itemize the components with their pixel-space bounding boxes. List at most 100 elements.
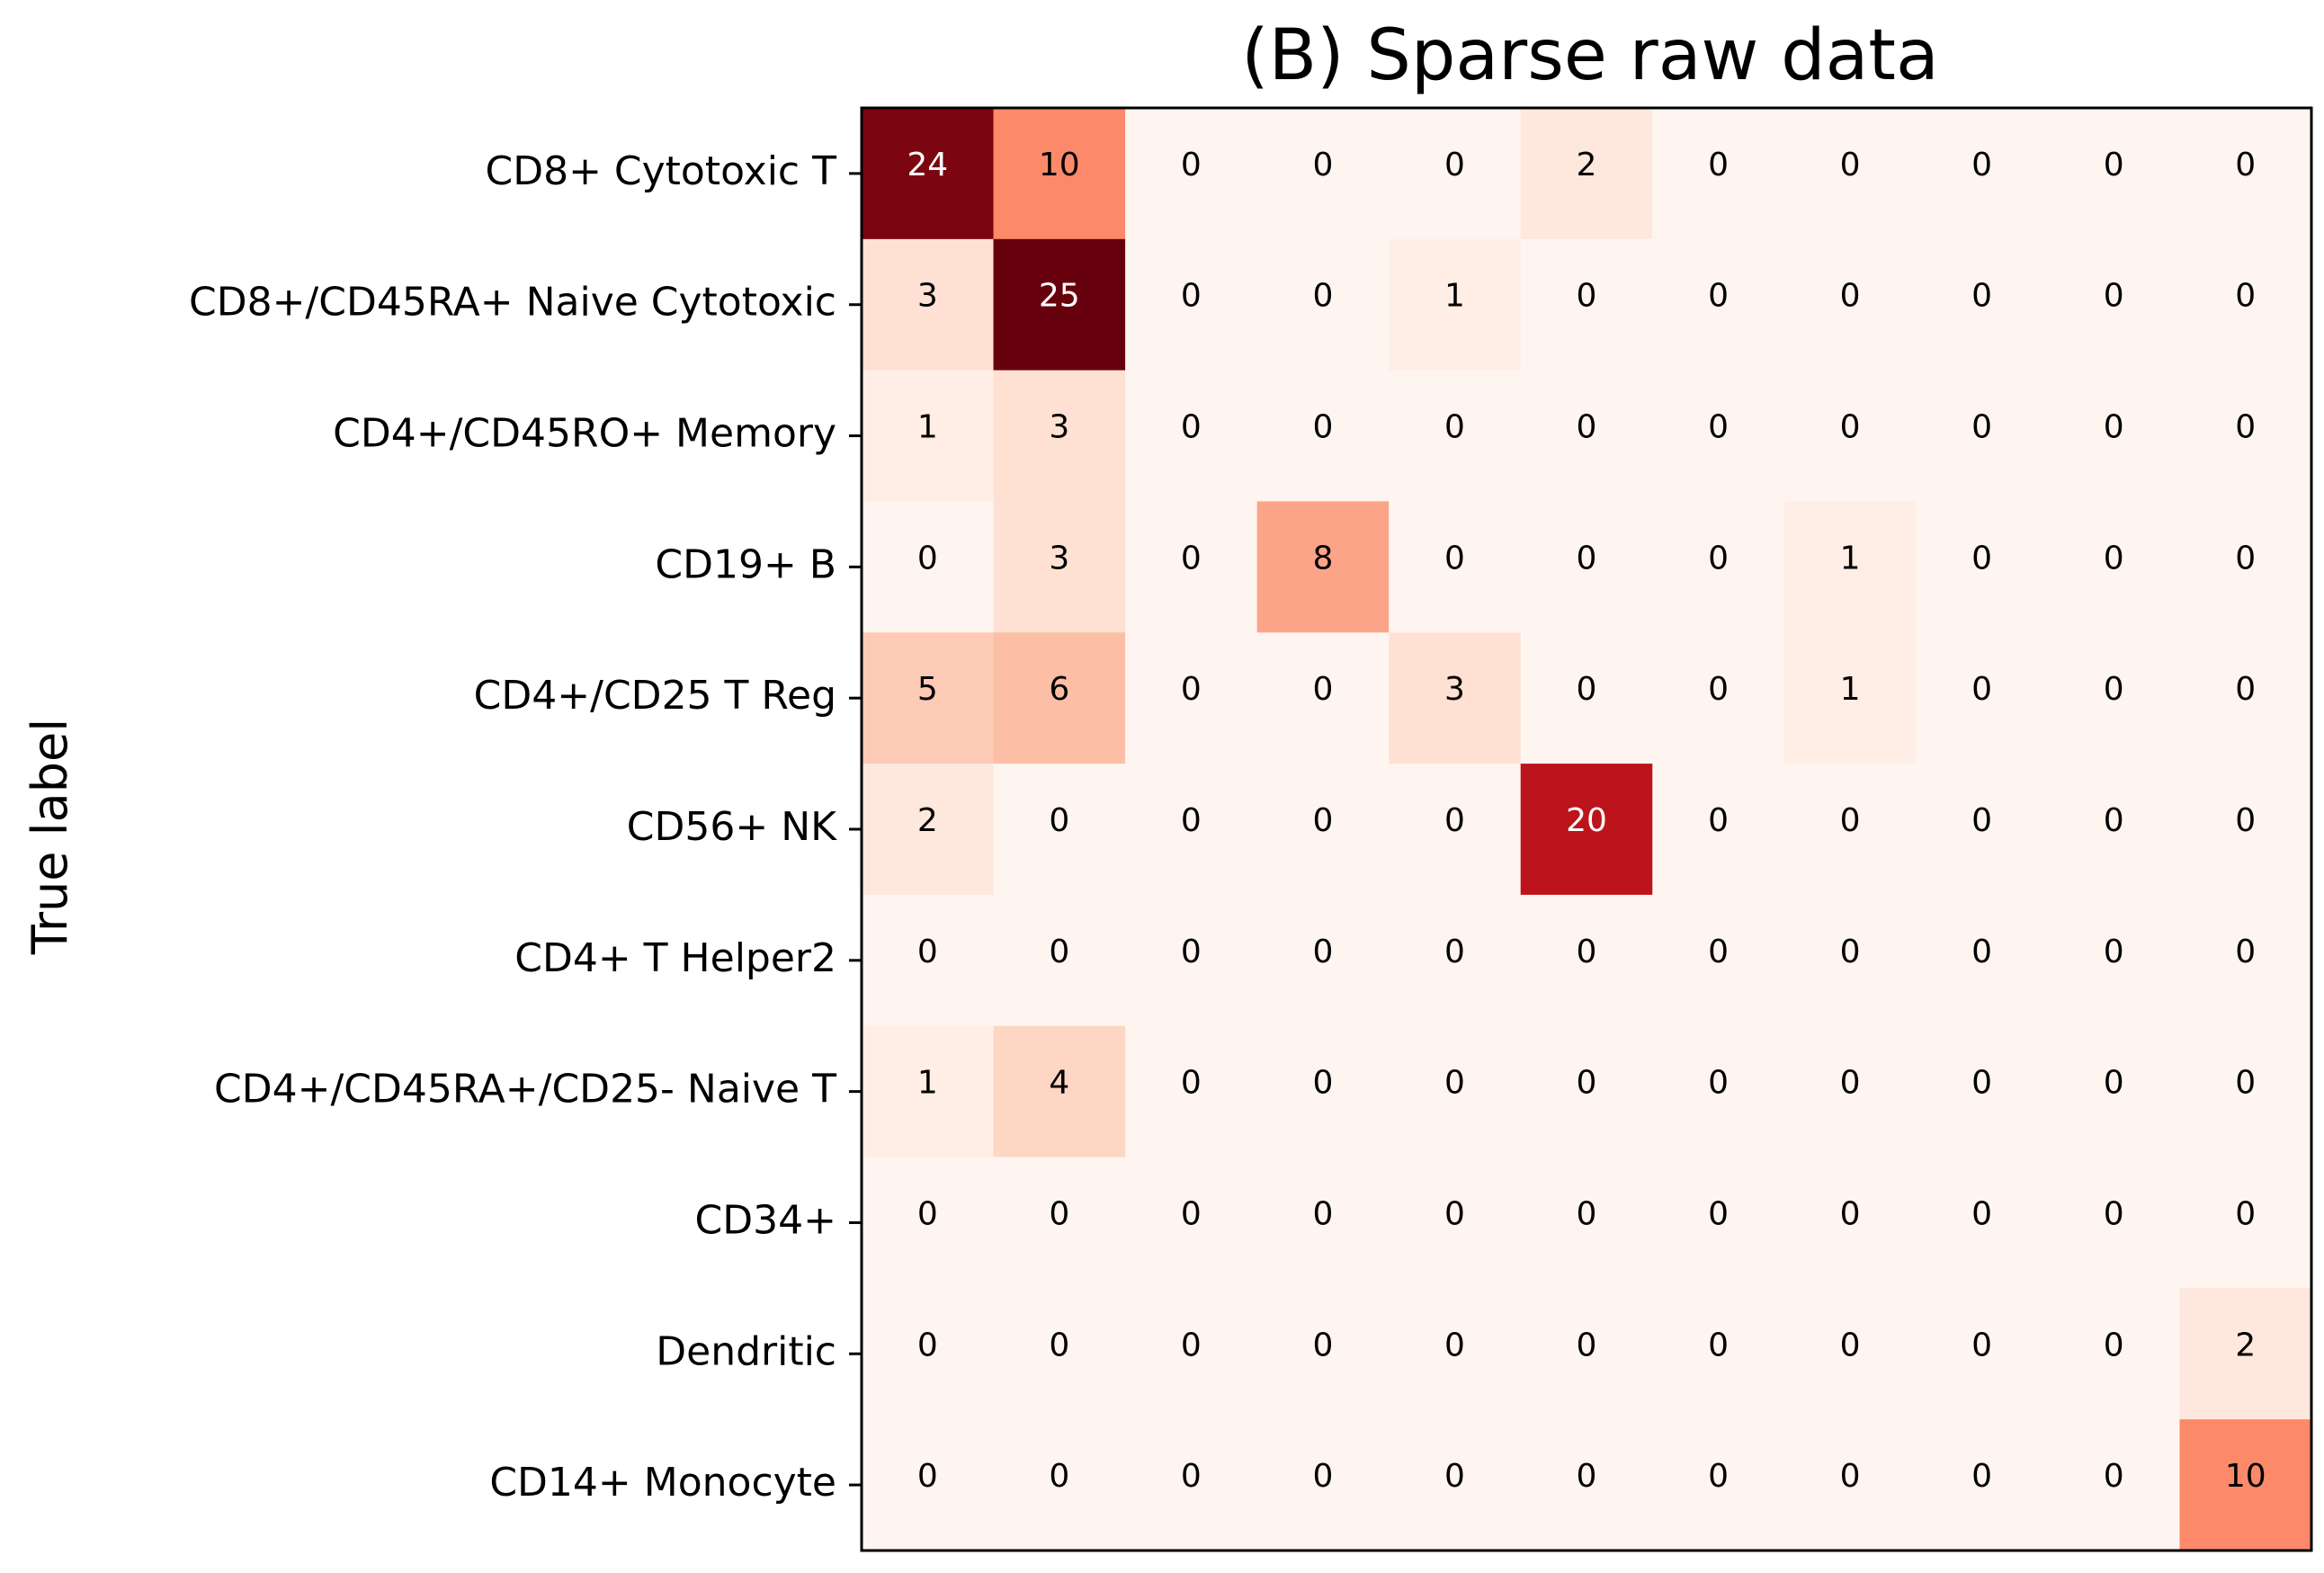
heatmap-cell	[1520, 370, 1653, 503]
y-tick-label: CD4+/CD25 T Reg	[474, 673, 836, 719]
heatmap-cell	[1916, 894, 2049, 1027]
heatmap-cell	[2179, 1025, 2312, 1158]
heatmap-cell	[993, 501, 1126, 633]
heatmap-cell	[1520, 1025, 1653, 1158]
cell-value-label: 25	[1039, 278, 1080, 315]
heatmap-cell	[2179, 764, 2312, 896]
cell-value-label: 20	[1566, 802, 1607, 839]
heatmap-cell	[1389, 1025, 1522, 1158]
cell-value-label: 0	[2104, 278, 2124, 315]
heatmap-cell	[2179, 632, 2312, 764]
heatmap-cell	[1125, 1419, 1258, 1551]
y-tick-label: CD14+ Monocyte	[489, 1460, 836, 1506]
cell-value-label: 0	[1708, 147, 1729, 183]
heatmap-cell	[993, 632, 1126, 764]
cell-value-label: 3	[1049, 409, 1069, 446]
cell-value-label: 0	[1312, 1065, 1333, 1102]
heatmap-cell	[862, 501, 995, 633]
cell-value-label: 0	[2235, 278, 2256, 315]
cell-value-label: 0	[1049, 802, 1069, 839]
cell-value-label: 0	[1840, 934, 1861, 970]
heatmap-cell	[1389, 370, 1522, 503]
cell-value-label: 8	[1312, 540, 1333, 576]
cell-value-label: 0	[917, 1327, 938, 1363]
heatmap-cell	[993, 764, 1126, 896]
cell-value-label: 0	[1444, 1327, 1465, 1363]
heatmap-cell	[862, 632, 995, 764]
heatmap-cell	[1916, 1025, 2049, 1158]
cell-value-label: 0	[1312, 409, 1333, 446]
cell-value-label: 1	[917, 409, 938, 446]
y-tick-label: CD34+	[695, 1197, 836, 1243]
cell-value-label: 0	[917, 540, 938, 576]
cell-value-label: 0	[1971, 934, 1992, 970]
cell-value-label: 0	[1577, 1195, 1597, 1232]
cell-value-label: 0	[2104, 1458, 2124, 1495]
heatmap-cell	[1256, 1419, 1390, 1551]
heatmap-cell	[2047, 370, 2181, 503]
heatmap-cell	[1256, 1025, 1390, 1158]
cell-value-label: 0	[1971, 278, 1992, 315]
cell-value-label: 10	[2225, 1458, 2266, 1495]
cell-value-label: 1	[1840, 540, 1861, 576]
heatmap-cell	[1783, 764, 1917, 896]
cell-value-label: 0	[1181, 409, 1202, 446]
heatmap-cell	[862, 238, 995, 371]
heatmap-cell	[1783, 632, 1917, 764]
cell-value-label: 2	[1577, 147, 1597, 183]
cell-value-label: 0	[1840, 278, 1861, 315]
cell-value-label: 0	[1708, 671, 1729, 708]
heatmap-cell	[1389, 632, 1522, 764]
cell-value-label: 0	[1049, 1458, 1069, 1495]
heatmap-cell	[1652, 1025, 1785, 1158]
cell-value-label: 0	[1840, 1327, 1861, 1363]
heatmap-cell	[862, 1025, 995, 1158]
y-tick-label: Dendritic	[656, 1328, 836, 1374]
y-tick-label: CD4+ T Helper2	[514, 935, 836, 981]
heatmap-cell	[1389, 501, 1522, 633]
heatmap-cell	[1125, 108, 1258, 240]
heatmap-cell	[1652, 1288, 1785, 1420]
cell-value-label: 0	[2104, 540, 2124, 576]
cell-value-label: 0	[2104, 1327, 2124, 1363]
cell-value-label: 0	[1444, 147, 1465, 183]
heatmap-cell	[2047, 1419, 2181, 1551]
cell-value-label: 0	[917, 934, 938, 970]
heatmap-cell	[862, 764, 995, 896]
heatmap-cell	[2047, 238, 2181, 371]
cell-value-label: 3	[1049, 540, 1069, 576]
heatmap-cell	[2179, 894, 2312, 1027]
cell-value-label: 0	[1444, 1458, 1465, 1495]
heatmap-cell	[862, 1157, 995, 1289]
cell-value-label: 0	[1971, 147, 1992, 183]
cell-value-label: 0	[2235, 147, 2256, 183]
cell-value-label: 0	[1971, 540, 1992, 576]
cell-value-label: 0	[1577, 409, 1597, 446]
heatmap-cell	[1520, 764, 1653, 896]
heatmap-cell	[2047, 894, 2181, 1027]
heatmap-cell	[2179, 108, 2312, 240]
cell-value-label: 0	[2235, 409, 2256, 446]
heatmap-cell	[2179, 238, 2312, 371]
heatmap-cell	[2179, 1419, 2312, 1551]
cell-value-label: 0	[2104, 802, 2124, 839]
cell-value-label: 0	[1708, 1327, 1729, 1363]
heatmap-cell	[1783, 501, 1917, 633]
cell-value-label: 1	[1840, 671, 1861, 708]
cell-value-label: 0	[1444, 540, 1465, 576]
cell-value-label: 0	[1971, 409, 1992, 446]
heatmap-cell	[862, 894, 995, 1027]
heatmap-cell	[1520, 238, 1653, 371]
cell-value-label: 3	[1444, 671, 1465, 708]
cell-value-label: 4	[1049, 1065, 1069, 1102]
cell-value-label: 0	[2104, 934, 2124, 970]
heatmap-cell	[1256, 238, 1390, 371]
cell-value-label: 0	[1181, 934, 1202, 970]
cell-value-label: 0	[2104, 671, 2124, 708]
cell-value-label: 0	[1181, 1065, 1202, 1102]
heatmap-cell	[1783, 108, 1917, 240]
cell-value-label: 0	[1971, 671, 1992, 708]
y-axis-label: True label	[22, 719, 78, 955]
cell-value-label: 24	[907, 147, 948, 183]
